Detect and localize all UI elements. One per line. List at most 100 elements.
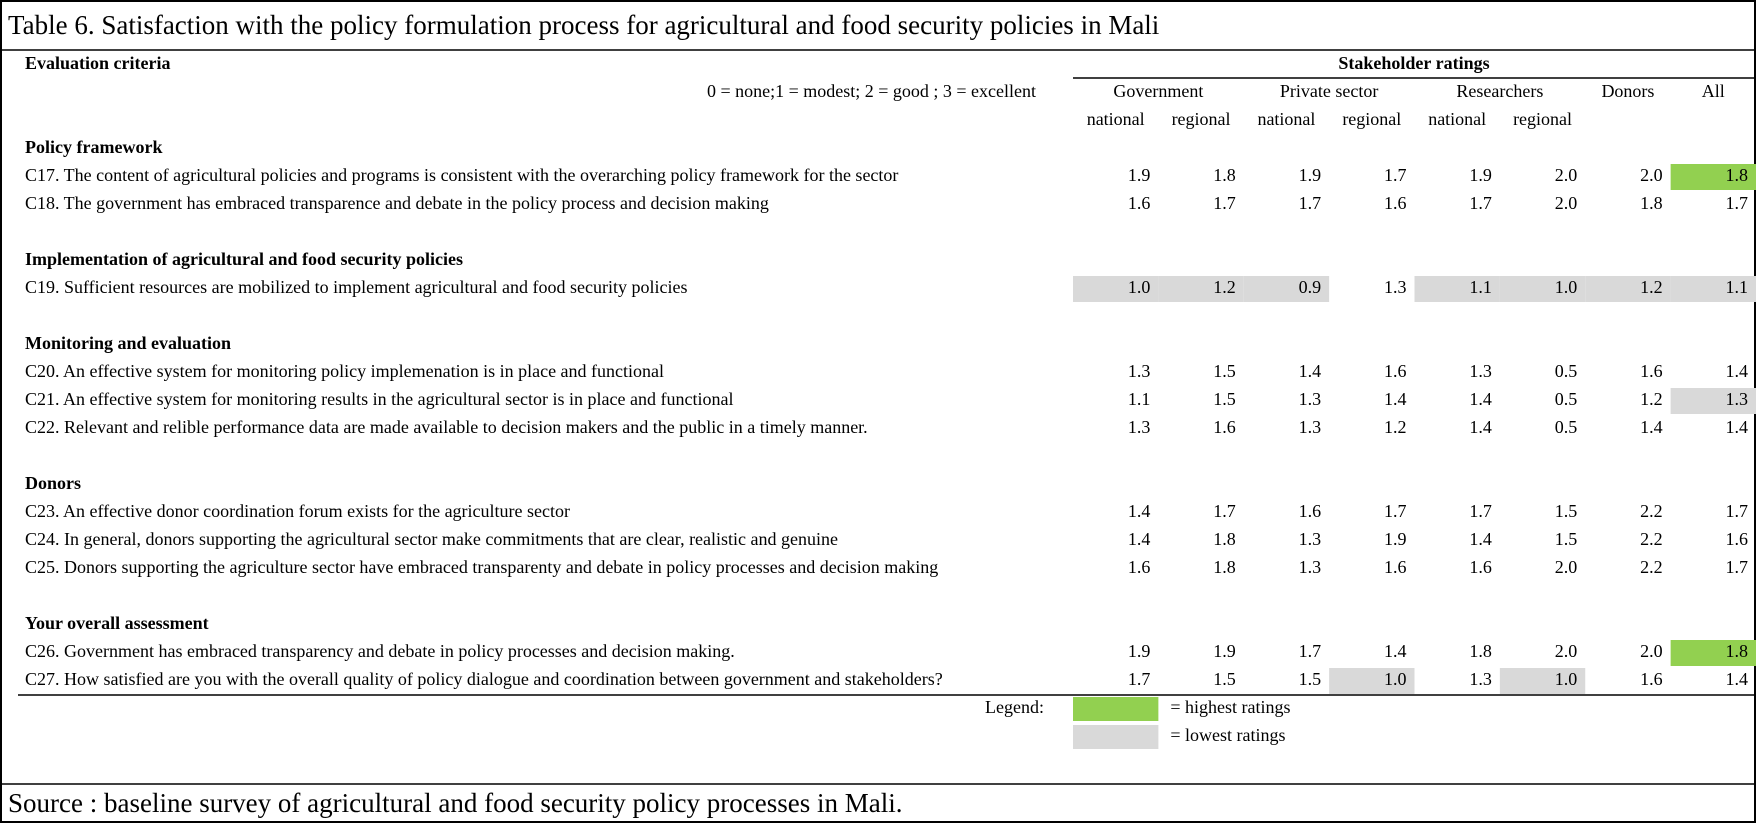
- rating: 1.5: [1555, 501, 1578, 521]
- rating: 2.0: [1555, 557, 1578, 577]
- rating: 1.3: [1726, 389, 1749, 409]
- cell-shade: [1670, 276, 1756, 302]
- rating: 1.5: [1213, 361, 1236, 381]
- rating: 1.3: [1128, 361, 1151, 381]
- rating: 1.6: [1384, 361, 1407, 381]
- section-title: Policy framework: [25, 137, 162, 157]
- rating: 1.2: [1640, 389, 1663, 409]
- rating: 1.7: [1384, 165, 1407, 185]
- group-label: Government: [1113, 81, 1203, 101]
- rating: 1.7: [1726, 501, 1749, 521]
- rating: 1.4: [1640, 417, 1663, 437]
- rating: 1.2: [1213, 277, 1236, 297]
- rating: 0.5: [1555, 389, 1578, 409]
- rating: 1.9: [1213, 641, 1236, 661]
- rating: 1.4: [1299, 361, 1322, 381]
- cell-shade: [1585, 276, 1671, 302]
- cell-shade: [1670, 164, 1756, 190]
- rating: 1.6: [1128, 557, 1151, 577]
- rating: 1.7: [1213, 193, 1236, 213]
- rating: 2.0: [1555, 641, 1578, 661]
- criterion-label: C26. Government has embraced transparenc…: [25, 641, 735, 661]
- rating: 1.6: [1384, 557, 1407, 577]
- rating: 1.1: [1726, 277, 1749, 297]
- rating: 1.4: [1384, 389, 1407, 409]
- criterion-label: C19. Sufficient resources are mobilized …: [25, 277, 687, 297]
- group-label: Donors: [1601, 81, 1654, 101]
- sub-label: regional: [1172, 109, 1231, 129]
- rating: 2.0: [1555, 165, 1578, 185]
- rating: 2.0: [1640, 641, 1663, 661]
- cell-shade: [1499, 276, 1586, 302]
- rating: 1.2: [1384, 417, 1407, 437]
- group-label: Private sector: [1280, 81, 1378, 101]
- rating: 1.7: [1726, 193, 1749, 213]
- criterion-label: C17. The content of agricultural policie…: [25, 165, 898, 185]
- rating: 1.6: [1128, 193, 1151, 213]
- rating: 0.9: [1299, 277, 1322, 297]
- rating: 2.2: [1640, 529, 1663, 549]
- rating: 1.4: [1128, 501, 1151, 521]
- rating: 0.5: [1555, 361, 1578, 381]
- rating: 1.3: [1299, 529, 1322, 549]
- rating: 1.8: [1726, 165, 1749, 185]
- rating: 1.3: [1384, 277, 1407, 297]
- legend-swatch: [1073, 697, 1159, 721]
- rating: 1.6: [1640, 669, 1663, 689]
- rating: 1.6: [1469, 557, 1492, 577]
- rating: 2.0: [1555, 193, 1578, 213]
- rating: 1.9: [1384, 529, 1407, 549]
- rating: 1.6: [1640, 361, 1663, 381]
- rating: 1.7: [1128, 669, 1151, 689]
- rating: 1.7: [1384, 501, 1407, 521]
- rating: 1.9: [1469, 165, 1492, 185]
- rating: 1.2: [1640, 277, 1663, 297]
- cell-shade: [1329, 668, 1415, 694]
- rating: 1.4: [1469, 417, 1492, 437]
- rating: 1.8: [1213, 557, 1236, 577]
- rating: 1.9: [1299, 165, 1322, 185]
- rating: 1.6: [1299, 501, 1322, 521]
- rating: 1.1: [1469, 277, 1492, 297]
- source-note: Source : baseline survey of agricultural…: [8, 788, 903, 818]
- rating: 1.6: [1213, 417, 1236, 437]
- rating: 1.4: [1726, 361, 1749, 381]
- cell-shade: [1499, 668, 1586, 694]
- rating: 1.5: [1299, 669, 1322, 689]
- rating: 2.2: [1640, 557, 1663, 577]
- rating: 1.3: [1469, 669, 1492, 689]
- criterion-label: C20. An effective system for monitoring …: [25, 361, 664, 381]
- rating: 1.1: [1128, 389, 1151, 409]
- rating: 1.8: [1213, 529, 1236, 549]
- rating: 1.7: [1299, 641, 1322, 661]
- group-title: Stakeholder ratings: [1338, 53, 1489, 73]
- sub-label: regional: [1342, 109, 1401, 129]
- rating: 1.6: [1726, 529, 1749, 549]
- group-label: Researchers: [1456, 81, 1543, 101]
- section-title: Monitoring and evaluation: [25, 333, 231, 353]
- rating: 1.3: [1128, 417, 1151, 437]
- rating: 1.4: [1128, 529, 1151, 549]
- legend-text: = lowest ratings: [1170, 725, 1285, 745]
- cell-shade: [1414, 276, 1500, 302]
- rating: 1.8: [1213, 165, 1236, 185]
- rating: 1.4: [1469, 389, 1492, 409]
- rating: 1.0: [1128, 277, 1151, 297]
- section-title: Your overall assessment: [25, 613, 209, 633]
- rating: 1.8: [1640, 193, 1663, 213]
- legend-text: = highest ratings: [1170, 697, 1290, 717]
- table-title: Table 6. Satisfaction with the policy fo…: [8, 10, 1159, 40]
- rating: 1.5: [1213, 389, 1236, 409]
- cell-shade: [1243, 276, 1330, 302]
- rating: 1.5: [1213, 669, 1236, 689]
- cell-shade: [1670, 640, 1756, 666]
- group-label: All: [1702, 81, 1725, 101]
- sub-label: national: [1087, 109, 1145, 129]
- rating: 1.7: [1469, 193, 1492, 213]
- rating: 1.9: [1128, 641, 1151, 661]
- criterion-label: C24. In general, donors supporting the a…: [25, 529, 838, 549]
- sub-label: national: [1428, 109, 1486, 129]
- rating: 1.3: [1299, 557, 1322, 577]
